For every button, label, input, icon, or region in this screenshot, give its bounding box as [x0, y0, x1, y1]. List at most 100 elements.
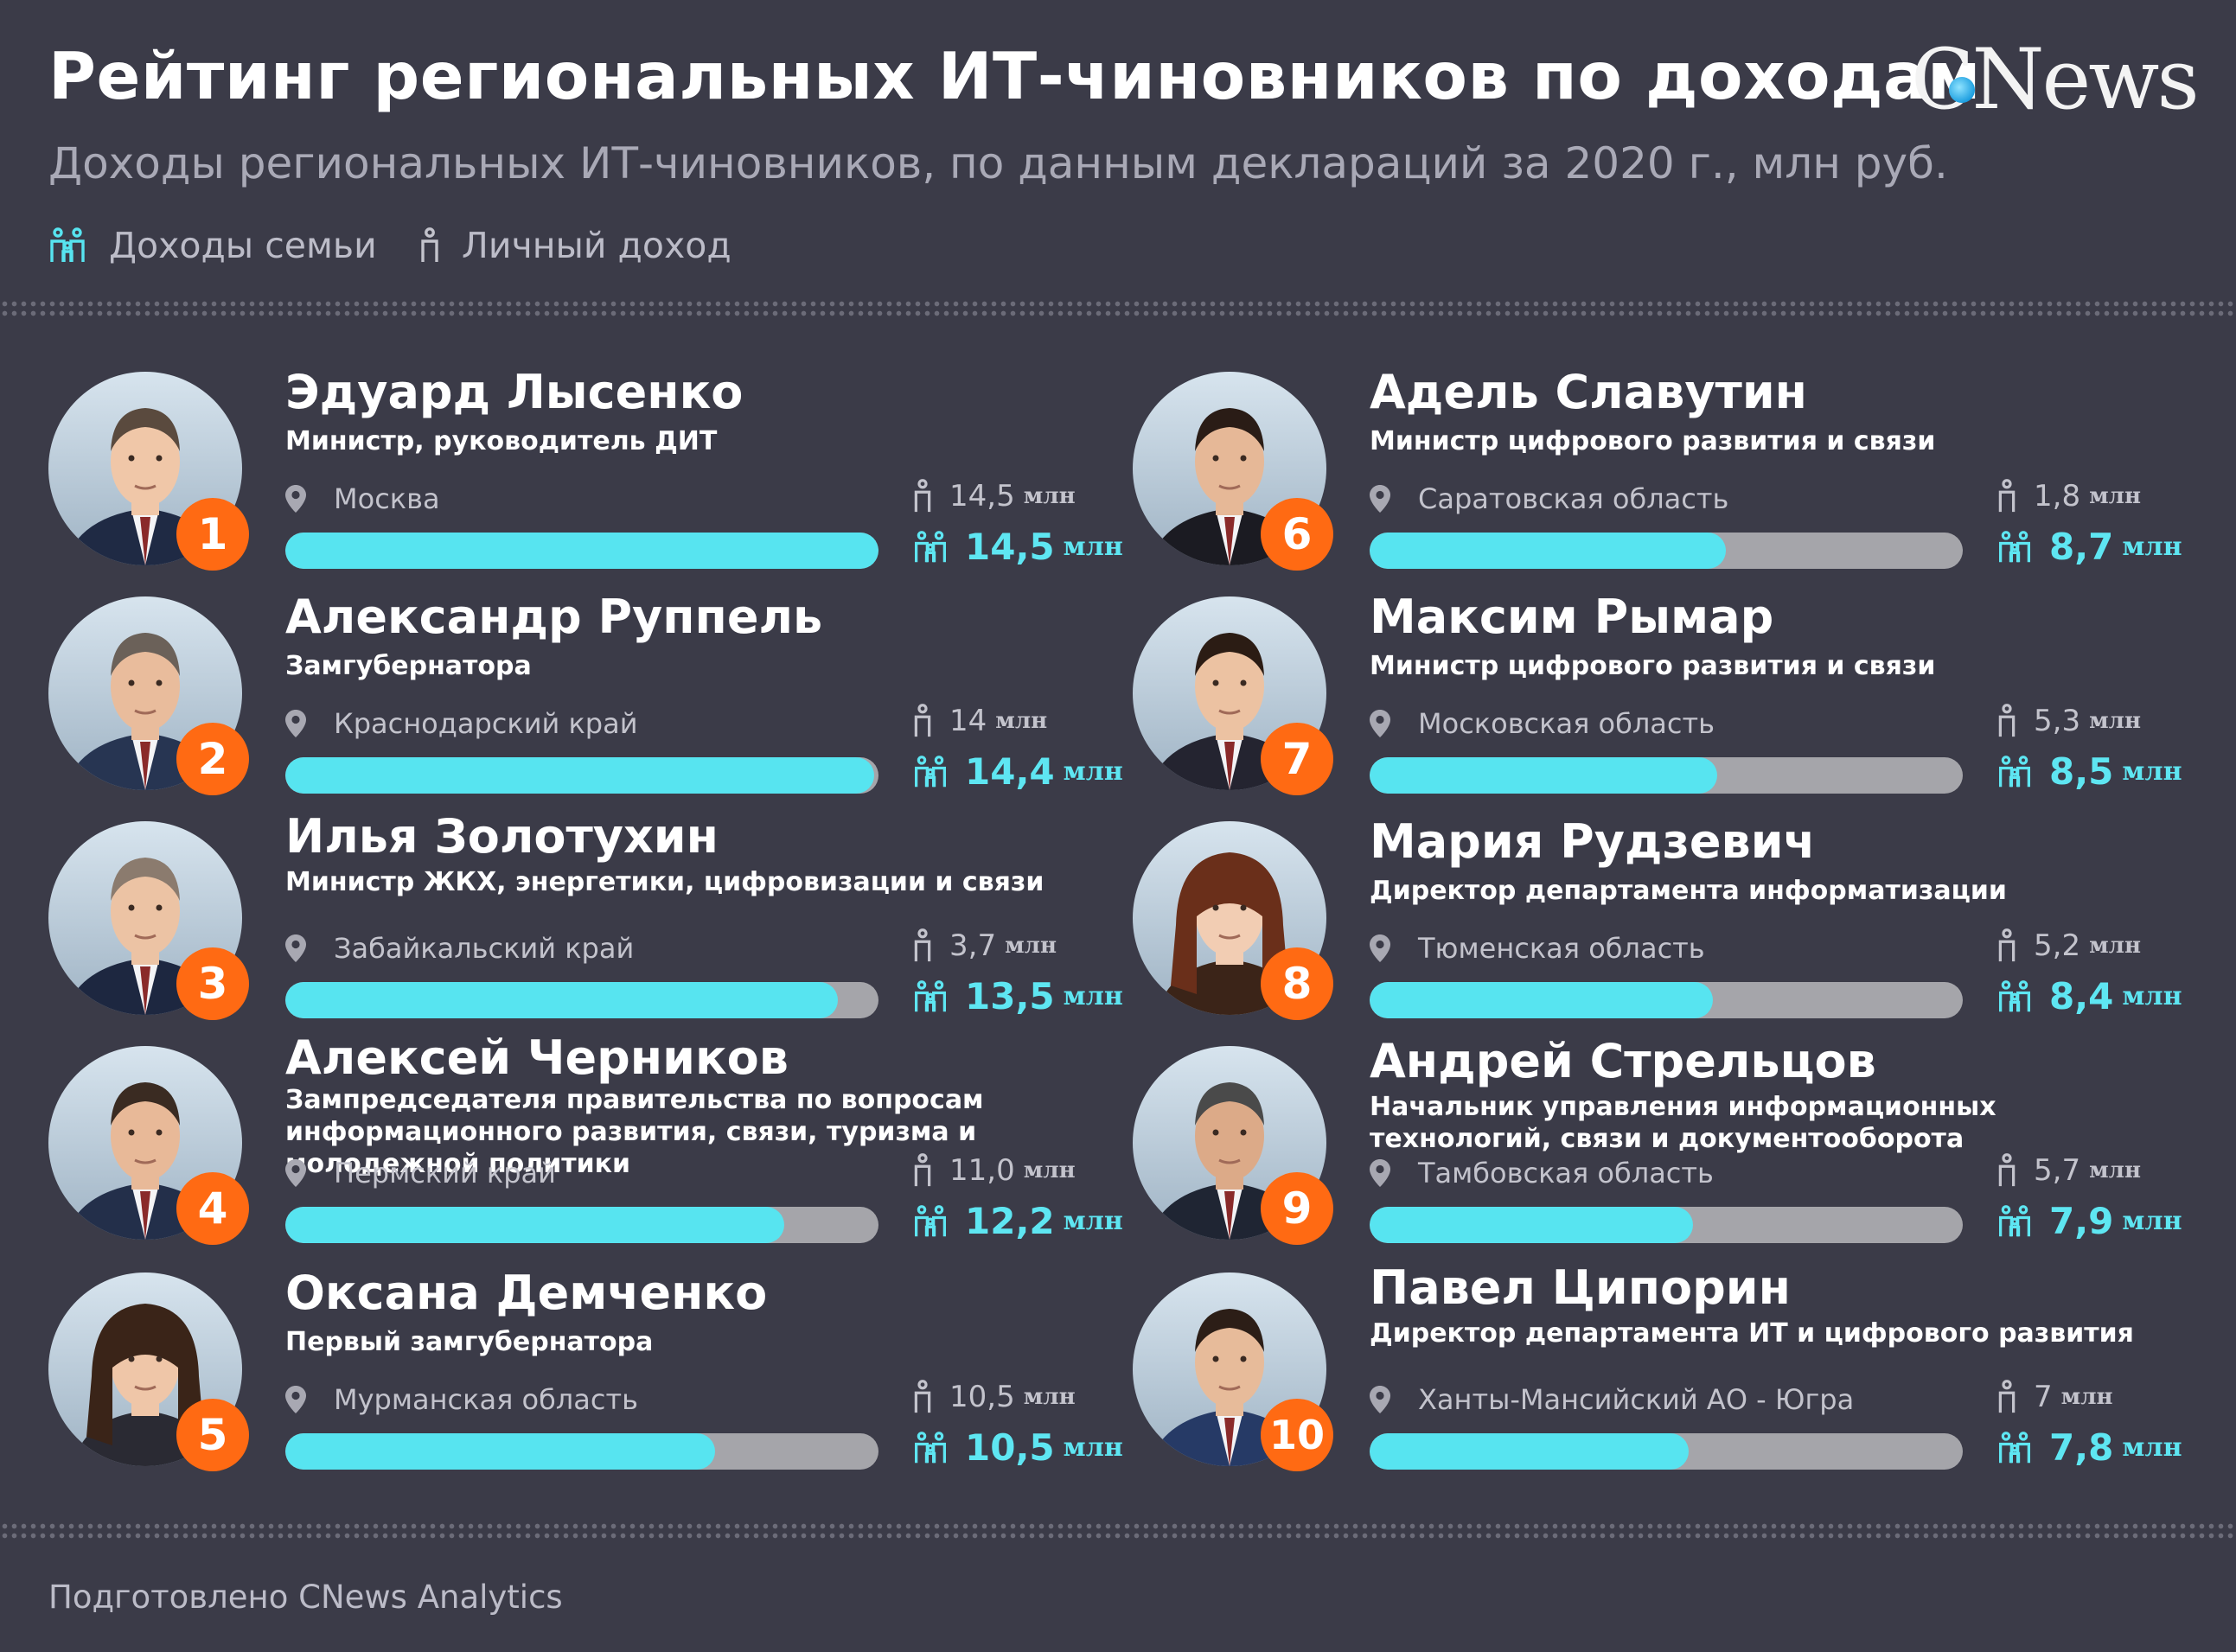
region: Тамбовская область [1370, 1157, 1714, 1190]
personal-income-value: 3,7 [949, 928, 997, 963]
rank-badge: 7 [1261, 723, 1333, 795]
region: Тюменская область [1370, 932, 1705, 965]
person-card: 1 Эдуард Лысенко Министр, руководитель ДИТ… [48, 365, 1138, 579]
family-income: 14,4 млн [913, 750, 1123, 793]
location-pin-icon [285, 1159, 306, 1187]
legend-label-family: Доходы семьи [109, 225, 377, 266]
family-income: 8,7 млн [1997, 526, 2182, 568]
family-icon [915, 1204, 946, 1236]
person-name: Мария Рудзевич [1370, 814, 1816, 869]
income-bar-track [285, 1207, 878, 1243]
rank-badge: 9 [1261, 1172, 1333, 1245]
person-card: 2 Александр Руппель Замгубернатора Краснода… [48, 590, 1138, 804]
income-bar-track [1370, 1433, 1963, 1470]
rank-badge: 2 [176, 723, 249, 795]
person-position: Первый замгубернатора [285, 1327, 654, 1357]
footer-credit: Подготовлено CNews Analytics [48, 1579, 563, 1616]
family-income-value: 10,5 [965, 1426, 1055, 1469]
personal-income-unit: млн [2089, 1158, 2142, 1183]
person-position: Директор департамента информатизации [1370, 876, 2007, 906]
personal-income-unit: млн [1023, 1384, 1076, 1410]
region-label: Краснодарский край [334, 707, 638, 740]
person-name: Оксана Демченко [285, 1266, 768, 1320]
person-name: Андрей Стрельцов [1370, 1034, 1876, 1088]
person-icon [914, 928, 931, 962]
income-bar-track [1370, 757, 1963, 794]
family-income-unit: млн [1063, 1206, 1123, 1236]
family-income: 7,8 млн [1997, 1426, 2182, 1469]
region: Краснодарский край [285, 707, 638, 740]
legend-label-personal: Личный доход [462, 225, 731, 266]
person-position: Директор департамента ИТ и цифрового раз… [1370, 1318, 2134, 1349]
region-label: Ханты-Мансийский АО - Югра [1418, 1383, 1855, 1416]
family-income-bar [285, 757, 875, 794]
person-card: 10 Павел Ципорин Директор департамента ИТ … [1133, 1260, 2222, 1480]
family-income-value: 7,9 [2049, 1200, 2114, 1242]
region-label: Тюменская область [1418, 932, 1705, 965]
family-income-unit: млн [2122, 756, 2182, 787]
person-icon [1998, 928, 2016, 962]
family-income-bar [285, 982, 838, 1018]
location-pin-icon [1370, 710, 1390, 737]
personal-income: 5,7 млн [1997, 1153, 2141, 1188]
family-income-bar [1370, 1207, 1693, 1243]
person-name: Максим Рымар [1370, 590, 1774, 644]
person-name: Эдуард Лысенко [285, 365, 744, 419]
personal-income-unit: млн [1023, 483, 1076, 509]
person-icon [1998, 1380, 2016, 1413]
cnews-logo: CNews [1911, 38, 2200, 121]
rank-badge: 4 [176, 1172, 249, 1245]
person-name: Адель Славутин [1370, 365, 1807, 419]
legend-item-personal: Личный доход [420, 225, 731, 266]
region: Московская область [1370, 707, 1715, 740]
person-icon [914, 704, 931, 737]
personal-income-value: 10,5 [949, 1380, 1015, 1414]
personal-income-value: 7 [2034, 1380, 2053, 1414]
personal-income: 1,8 млн [1997, 479, 2141, 513]
rank-badge: 6 [1261, 498, 1333, 571]
legend-item-family: Доходы семьи [48, 225, 377, 266]
family-icon [915, 1431, 946, 1463]
person-position: Министр цифрового развития и связи [1370, 651, 1936, 681]
family-income-unit: млн [1063, 1432, 1123, 1463]
income-bar-track [1370, 533, 1963, 569]
person-card: 8 Мария Рудзевич Директор департамента инф… [1133, 814, 2222, 1029]
income-bar-track [285, 1433, 878, 1470]
family-income-unit: млн [2122, 981, 2182, 1011]
rank-badge: 1 [176, 498, 249, 571]
personal-income-unit: млн [1023, 1158, 1076, 1183]
personal-income-value: 14,5 [949, 479, 1015, 513]
family-income: 8,4 млн [1997, 975, 2182, 1017]
family-income: 7,9 млн [1997, 1200, 2182, 1242]
region-label: Мурманская область [334, 1383, 638, 1416]
person-name: Алексей Черников [285, 1030, 789, 1085]
location-pin-icon [285, 1386, 306, 1413]
income-bar-track [1370, 1207, 1963, 1243]
region-label: Забайкальский край [334, 932, 635, 965]
family-income-bar [285, 1207, 785, 1243]
location-pin-icon [285, 934, 306, 962]
family-income: 8,5 млн [1997, 750, 2182, 793]
chart-subtitle: Доходы региональных ИТ-чиновников, по да… [48, 138, 1948, 188]
personal-income: 14 млн [913, 704, 1047, 738]
personal-income: 11,0 млн [913, 1153, 1076, 1188]
personal-income-value: 14 [949, 704, 987, 738]
family-income-unit: млн [2122, 1206, 2182, 1236]
family-income: 14,5 млн [913, 526, 1123, 568]
person-name: Павел Ципорин [1370, 1260, 1791, 1315]
person-card: 7 Максим Рымар Министр цифрового развития … [1133, 590, 2222, 804]
family-income-value: 14,4 [965, 750, 1055, 793]
region: Забайкальский край [285, 932, 634, 965]
family-icon [1999, 530, 2030, 562]
person-card: 5 Оксана Демченко Первый замгубернатора Мур… [48, 1266, 1138, 1480]
family-income-bar [285, 533, 878, 569]
rank-badge: 5 [176, 1399, 249, 1471]
person-card: 9 Андрей Стрельцов Начальник управления ин… [1133, 1034, 2222, 1253]
person-card: 6 Адель Славутин Министр цифрового развити… [1133, 365, 2222, 579]
family-income-value: 12,2 [965, 1200, 1055, 1242]
personal-income: 7 млн [1997, 1380, 2113, 1414]
person-position: Зампредседателя правительства по вопроса… [285, 1085, 984, 1179]
person-position: Министр, руководитель ДИТ [285, 426, 718, 456]
family-icon [1999, 1204, 2030, 1236]
family-income-bar [285, 1433, 715, 1470]
